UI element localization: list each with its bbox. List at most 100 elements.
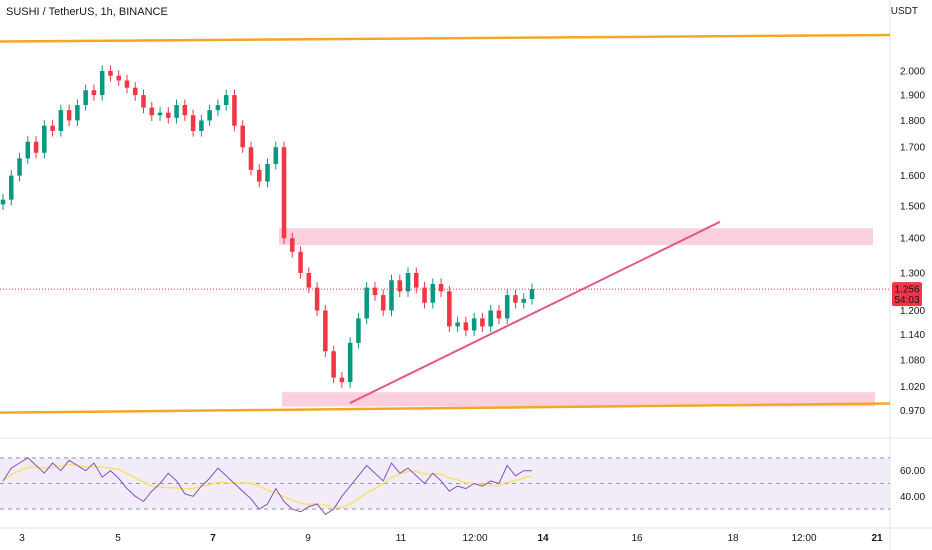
candle-body <box>521 298 527 303</box>
time-tick-label: 7 <box>210 533 216 544</box>
candle-body <box>347 342 353 383</box>
candle-body <box>149 107 155 116</box>
candle-body <box>314 287 320 311</box>
price-tick-label: 1.300 <box>900 268 925 279</box>
candle-body <box>182 105 188 116</box>
rsi-line <box>2 457 532 515</box>
rsi-tick-label: 40.00 <box>900 492 925 503</box>
candle-body <box>397 280 403 292</box>
candle-body <box>306 272 312 288</box>
price-tick-label: 1.900 <box>900 91 925 102</box>
price-tick-label: 1.600 <box>900 171 925 182</box>
candle-body <box>438 283 444 292</box>
candle-body <box>298 251 303 273</box>
candle-body <box>91 90 97 96</box>
price-tick-label: 0.970 <box>900 406 925 417</box>
candle-body <box>99 71 105 96</box>
candle-body <box>529 289 535 299</box>
candle-body <box>447 291 452 327</box>
ascending-trendline <box>349 220 721 404</box>
candle-body <box>430 283 436 303</box>
price-tick-label: 1.080 <box>900 355 925 366</box>
candle-body <box>116 75 121 81</box>
candle-body <box>488 310 493 327</box>
price-tick-label: 2.000 <box>900 67 925 78</box>
candle-body <box>364 287 369 319</box>
rsi-tick-label: 60.00 <box>900 466 925 477</box>
candle-body <box>331 351 336 378</box>
candle-body <box>504 295 510 319</box>
price-tick-label: 1.020 <box>900 382 925 393</box>
candle-body <box>207 110 212 121</box>
candle-body <box>174 105 179 118</box>
candle-body <box>496 310 502 319</box>
price-tick-label: 1.200 <box>900 306 925 317</box>
time-tick-label: 3 <box>19 533 25 544</box>
rsi-ma-line <box>2 464 533 509</box>
last-price-tag <box>892 282 922 307</box>
rsi-band <box>0 457 890 510</box>
price-tick-label: 1.500 <box>900 201 925 212</box>
candle-body <box>323 310 328 352</box>
candle-body <box>166 112 171 118</box>
time-tick-label: 18 <box>727 533 739 544</box>
candle-body <box>141 95 146 108</box>
candle-body <box>190 115 196 131</box>
candle-body <box>223 95 229 106</box>
candle-body <box>389 280 394 311</box>
candle-body <box>50 125 55 131</box>
candle-body <box>232 95 237 126</box>
candle-body <box>372 287 378 296</box>
candle-body <box>66 110 72 121</box>
last-price-value: 1.256 <box>894 285 919 296</box>
candle-body <box>33 141 39 153</box>
candle-body <box>405 272 411 292</box>
candle-body <box>248 147 254 170</box>
candle-body <box>513 295 518 303</box>
channel-lower-line <box>0 402 891 414</box>
candle-body <box>273 147 279 165</box>
price-tick-label: 1.700 <box>900 143 925 154</box>
price-tick-label: 1.800 <box>900 116 925 127</box>
time-tick-label: 21 <box>871 533 883 544</box>
candle-body <box>339 377 345 383</box>
candle-body <box>356 318 361 343</box>
candle-body <box>422 287 427 303</box>
time-tick-label: 11 <box>396 533 407 544</box>
candle-body <box>108 71 113 76</box>
candle-body <box>199 120 204 131</box>
candle-body <box>157 112 163 116</box>
time-tick-label: 12:00 <box>791 533 816 544</box>
channel-upper-line <box>0 33 891 43</box>
candle-body <box>58 110 64 131</box>
candle-body <box>463 322 469 331</box>
candle-body <box>480 318 485 327</box>
candle-body <box>0 199 6 205</box>
candle-body <box>414 272 419 288</box>
candle-body <box>455 322 460 327</box>
candle-body <box>215 105 221 111</box>
candle-body <box>75 105 80 121</box>
candle-body <box>8 175 14 200</box>
price-unit: USDT <box>890 6 918 17</box>
support-zone <box>282 392 875 407</box>
candle-body <box>380 295 386 311</box>
candle-body <box>132 87 138 96</box>
candle-body <box>17 158 22 176</box>
candle-body <box>240 125 245 148</box>
candle-body <box>471 318 477 331</box>
candle-body <box>256 169 262 182</box>
candle-body <box>265 164 270 182</box>
time-tick-label: 9 <box>305 533 311 544</box>
candle-body <box>25 141 31 159</box>
bar-countdown: 54:03 <box>894 295 919 306</box>
time-tick-label: 14 <box>537 533 549 544</box>
candle-body <box>42 125 47 153</box>
chart-title: SUSHI / TetherUS, 1h, BINANCE <box>6 6 168 18</box>
price-tick-label: 1.140 <box>900 330 925 341</box>
time-tick-label: 16 <box>631 533 643 544</box>
price-tick-label: 1.400 <box>900 234 925 245</box>
candle-body <box>281 147 287 239</box>
candle-body <box>83 90 88 106</box>
